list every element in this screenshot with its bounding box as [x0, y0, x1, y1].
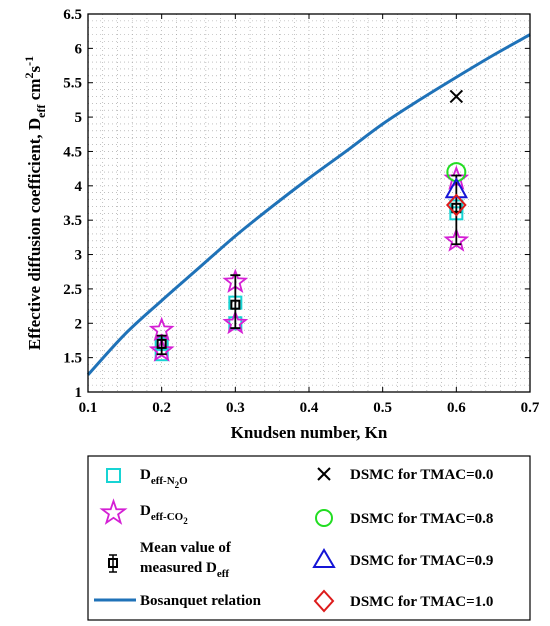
data-marks: [148, 89, 470, 362]
legend-n2o-label: Deff-N2O: [140, 467, 188, 490]
y-tick-label: 3: [75, 248, 83, 264]
y-tick-label: 6: [75, 41, 83, 57]
y-tick-label: 4.5: [63, 144, 82, 160]
x-axis-label: Knudsen number, Kn: [231, 423, 388, 442]
mean-measured-marker: [156, 338, 167, 349]
legend-co2-star-icon: [99, 498, 128, 525]
legend: Deff-N2O Deff-CO2 Mean value of measured…: [87, 455, 531, 621]
bosanquet-curve-layer: [86, 33, 531, 376]
co2-star-marker: [148, 337, 175, 362]
legend-tmac00-x-icon: [317, 467, 331, 481]
y-axis-ticks: 1 1.5 2 2.5 3 3.5 4 4.5 5 5.5 6 6.5: [63, 7, 530, 401]
x-tick-label: 0.1: [79, 400, 98, 416]
x-tick-label: 0.3: [226, 400, 245, 416]
dsmc-tmac09-triangle-marker: [444, 177, 469, 199]
legend-tmac00-label: DSMC for TMAC=0.0: [350, 467, 493, 483]
legend-tmac10-label: DSMC for TMAC=1.0: [350, 594, 493, 610]
legend-bosanquet-label: Bosanquet relation: [140, 593, 262, 609]
legend-co2-label: Deff-CO2: [140, 503, 188, 526]
co2-star-marker: [443, 227, 470, 252]
y-tick-label: 1.5: [63, 351, 82, 367]
y-axis-label: Effective diffusion coefficient, Deff cm…: [22, 56, 48, 350]
x-stroke: [449, 89, 464, 104]
legend-n2o-square-icon: [106, 468, 121, 483]
y-tick-label: 3.5: [63, 213, 82, 229]
y-tick-label: 1: [75, 385, 83, 401]
dsmc-tmac10-diamond-marker: [445, 193, 467, 217]
legend-tmac08-label: DSMC for TMAC=0.8: [350, 511, 493, 527]
x-tick-label: 0.6: [447, 400, 466, 416]
legend-tmac09-label: DSMC for TMAC=0.9: [350, 553, 493, 569]
mean-measured-errorbar: [156, 334, 167, 356]
y-tick-label: 5: [75, 110, 83, 126]
x-axis-ticks: 0.1 0.2 0.3 0.4 0.5 0.6 0.7: [79, 14, 540, 416]
x-tick-label: 0.2: [152, 400, 171, 416]
y-tick-label: 2: [75, 316, 83, 332]
mean-measured-marker: [451, 202, 462, 213]
legend-tmac08-circle-icon: [315, 509, 333, 527]
dsmc-tmac00-x-marker: [449, 89, 464, 104]
bosanquet-relation-line: [86, 33, 531, 376]
y-tick-label: 5.5: [63, 76, 82, 92]
legend-mean-label-line2: measured Deff: [140, 560, 229, 580]
legend-mean-errorbar-icon: [108, 554, 118, 573]
mean-measured-marker: [230, 299, 241, 310]
x-tick-label: 0.5: [373, 400, 392, 416]
mean-measured-errorbar: [451, 174, 462, 246]
y-tick-label: 4: [75, 179, 83, 195]
x-tick-label: 0.4: [300, 400, 319, 416]
y-tick-label: 6.5: [63, 7, 82, 23]
mean-measured-errorbar: [230, 274, 241, 329]
legend-tmac09-triangle-icon: [312, 548, 336, 568]
legend-tmac10-diamond-icon: [313, 589, 335, 613]
x-tick-label: 0.7: [521, 400, 540, 416]
legend-mean-label-line1: Mean value of: [140, 540, 232, 556]
y-tick-label: 2.5: [63, 282, 82, 298]
legend-frame: [87, 455, 531, 621]
